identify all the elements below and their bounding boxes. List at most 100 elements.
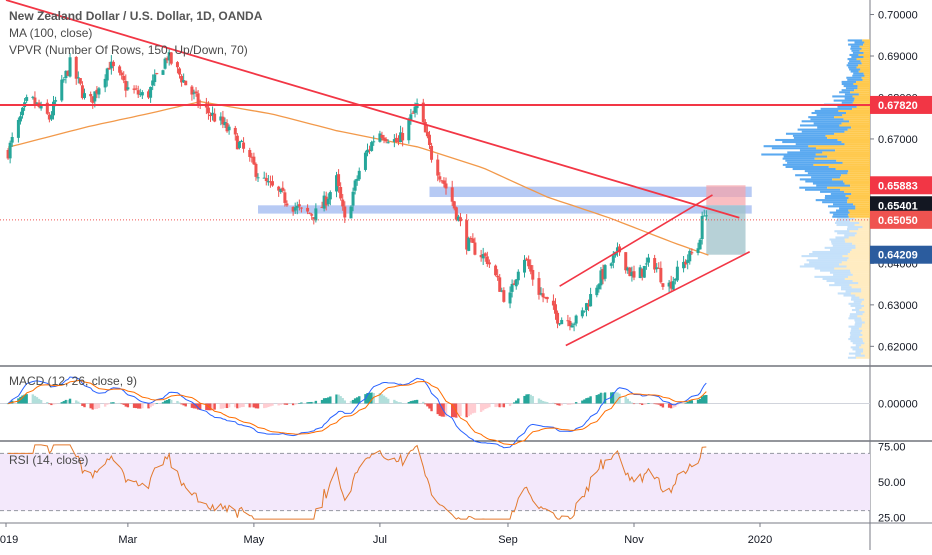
vpvr-row-up <box>792 134 826 137</box>
candle-body <box>147 91 151 98</box>
vpvr-row-down <box>855 246 870 249</box>
candle-body <box>182 80 186 83</box>
vpvr-row-down <box>858 327 870 330</box>
vpvr-row-down <box>862 333 870 336</box>
candle-body <box>103 78 107 88</box>
macd-bar <box>484 403 487 409</box>
vpvr-row-down <box>838 109 870 112</box>
macd-bar <box>6 403 10 405</box>
vpvr-row-down <box>844 143 870 146</box>
vpvr-row-up <box>829 271 851 274</box>
vpvr-row-down <box>861 76 870 79</box>
candle-body <box>531 269 535 280</box>
vpvr-row-up <box>833 213 848 216</box>
symbol-title: New Zealand Dollar / U.S. Dollar, 1D, OA… <box>9 9 263 23</box>
candle-body <box>444 183 448 189</box>
vpvr-row-up <box>850 329 863 332</box>
vpvr-row-down <box>827 186 870 189</box>
macd-bar <box>618 393 621 404</box>
candle-body <box>169 52 173 64</box>
vpvr-row-down <box>850 292 870 295</box>
candle-body <box>339 186 343 199</box>
macd-bar <box>77 401 80 404</box>
vpvr-row-up <box>814 275 849 278</box>
macd-bar <box>120 403 123 405</box>
macd-bar <box>308 402 311 404</box>
candle-body <box>363 152 367 170</box>
vpvr-row-down <box>861 47 870 50</box>
macd-bar <box>546 402 549 404</box>
vpvr-row-down <box>858 93 870 96</box>
vpvr-row-up <box>855 344 862 347</box>
candle-body <box>425 131 429 137</box>
candle-body <box>140 92 144 96</box>
macd-bar <box>508 403 512 407</box>
candle-body <box>481 254 485 259</box>
vpvr-row-down <box>814 157 870 160</box>
vpvr-row-down <box>834 267 870 270</box>
vpvr-row-down <box>861 317 870 320</box>
macd-bar <box>91 403 94 410</box>
candle-body <box>399 132 403 143</box>
macd-bar <box>149 403 152 408</box>
candle-body <box>206 107 210 114</box>
vpvr-row-up <box>843 294 856 297</box>
candle-body <box>469 237 473 240</box>
macd-bar <box>89 403 92 409</box>
vpvr-row-down <box>854 234 870 237</box>
candle-body <box>105 68 109 81</box>
vpvr-row-down <box>864 342 870 345</box>
vpvr-row-up <box>841 82 854 86</box>
vpvr-row-up <box>850 333 863 336</box>
vpvr-row-up <box>850 298 865 301</box>
macd-bar <box>327 397 330 404</box>
candle-body <box>326 198 330 205</box>
candle-body <box>688 250 692 262</box>
candle-body <box>384 139 388 142</box>
macd-bar <box>227 403 231 408</box>
vpvr-row-down <box>847 213 870 216</box>
macd-line <box>7 376 707 449</box>
macd-bar <box>139 403 142 409</box>
vpvr-row-down <box>858 228 870 231</box>
vpvr-row-down <box>849 120 870 123</box>
macd-bar <box>599 392 603 404</box>
candle-body <box>97 88 101 95</box>
price-tag <box>870 196 932 215</box>
candle-body <box>523 259 527 273</box>
vpvr-row-down <box>862 39 870 42</box>
candle-body <box>353 180 357 191</box>
macd-bar <box>630 402 634 404</box>
vpvr-row-up <box>831 240 846 243</box>
macd-bar <box>75 400 78 404</box>
vpvr-row-up <box>847 226 863 229</box>
candle-body <box>242 142 246 149</box>
macd-bar <box>438 403 442 416</box>
macd-bar <box>661 403 665 408</box>
vpvr-row-down <box>839 176 870 179</box>
vpvr-row-down <box>842 161 870 164</box>
vpvr-row-up <box>846 64 859 67</box>
macd-bar <box>467 403 470 417</box>
vpvr-row-up <box>829 238 845 241</box>
candle-body <box>372 141 376 143</box>
vpvr-row-up <box>852 74 865 77</box>
vpvr-row-up <box>847 78 863 81</box>
macd-bar <box>552 402 555 404</box>
vpvr-row-down <box>856 66 870 69</box>
vpvr-row-up <box>833 203 854 206</box>
vpvr-row-up <box>829 211 850 214</box>
vpvr-row-up <box>782 163 814 166</box>
macd-bar <box>106 403 109 405</box>
macd-bar <box>570 403 574 405</box>
candle-body <box>192 92 196 94</box>
vpvr-row-up <box>787 151 823 154</box>
vpvr-row-down <box>850 184 870 187</box>
candle-body <box>66 71 70 76</box>
vpvr-row-up <box>841 286 852 289</box>
candle-body <box>545 296 549 300</box>
x-tick-label: May <box>243 534 264 546</box>
candle-body <box>237 142 241 148</box>
